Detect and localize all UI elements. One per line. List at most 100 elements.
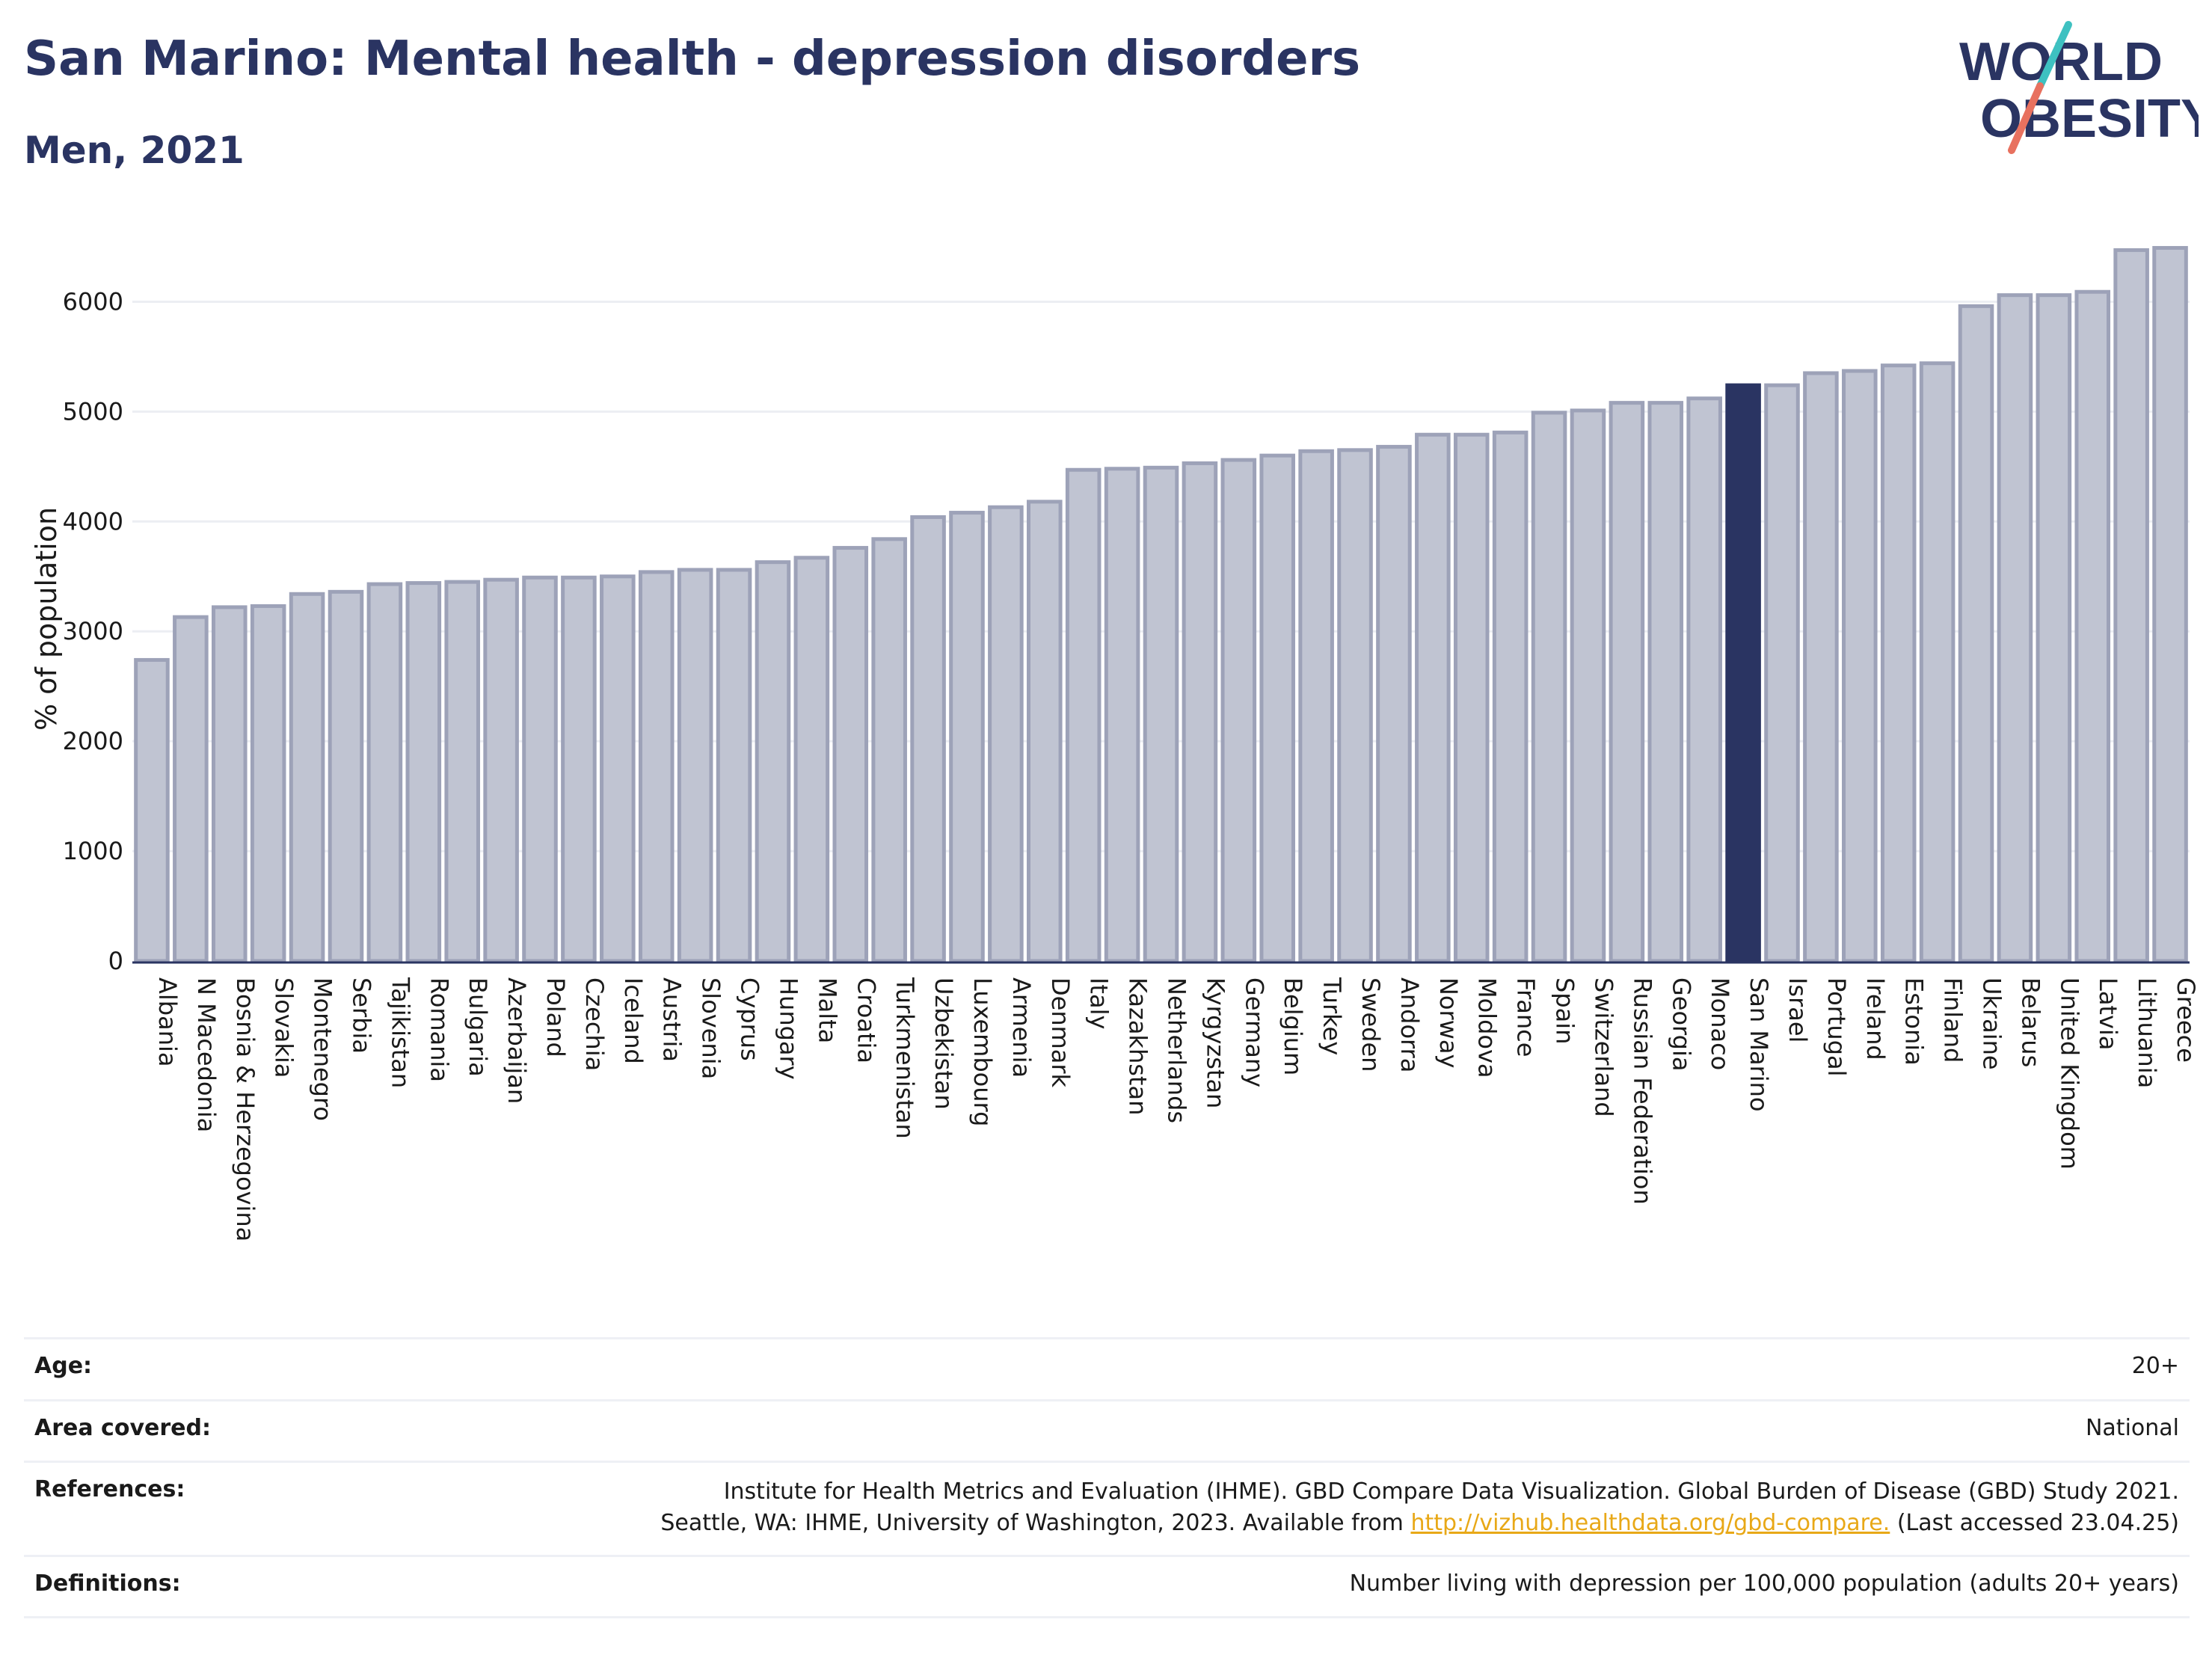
bar	[211, 605, 248, 963]
bar	[2113, 248, 2149, 963]
x-tick-label: Tajikistan	[386, 977, 414, 1088]
bar	[250, 604, 286, 963]
references-line2: Seattle, WA: IHME, University of Washing…	[660, 1508, 2179, 1539]
x-tick-label: France	[1512, 977, 1540, 1057]
chart-title: San Marino: Mental health - depression d…	[24, 31, 1361, 87]
x-tick-label: Czechia	[580, 977, 609, 1071]
bar	[793, 556, 830, 963]
x-tick-label: Andorra	[1395, 977, 1424, 1072]
info-row-definitions: Definitions: Number living with depressi…	[24, 1557, 2190, 1618]
bar	[561, 575, 597, 963]
age-value: 20+	[2131, 1353, 2179, 1379]
x-tick-label: Denmark	[1046, 977, 1075, 1088]
bar	[638, 570, 675, 963]
bar	[2152, 245, 2188, 963]
x-tick-label: Kyrgyzstan	[1201, 977, 1229, 1108]
age-label: Age:	[34, 1353, 93, 1379]
x-tick-label: Russian Federation	[1628, 977, 1656, 1205]
x-tick-label: Israel	[1784, 977, 1812, 1043]
references-line2-suffix: (Last accessed 23.04.25)	[1890, 1510, 2179, 1536]
bar	[366, 582, 403, 963]
x-tick-label: Moldova	[1473, 977, 1502, 1078]
x-tick-label: Portugal	[1822, 977, 1851, 1077]
bar	[1880, 363, 1917, 963]
x-tick-label: Italy	[1085, 977, 1113, 1029]
x-tick-label: Switzerland	[1589, 977, 1617, 1117]
references-line1: Institute for Health Metrics and Evaluat…	[723, 1479, 2179, 1505]
bar	[1065, 467, 1102, 963]
x-tick-label: N Macedonia	[192, 977, 221, 1132]
bar	[1958, 304, 1994, 963]
x-tick-label: Azerbaijan	[503, 977, 531, 1104]
x-tick-label: Poland	[541, 977, 570, 1057]
bar	[1104, 467, 1140, 963]
bar	[522, 575, 558, 963]
chart-subtitle: Men, 2021	[24, 129, 245, 172]
x-tick-label: Montenegro	[309, 977, 337, 1121]
bar	[1686, 396, 1722, 963]
x-tick-label: Luxembourg	[968, 977, 997, 1126]
bar	[1298, 449, 1334, 963]
info-table: Age: 20+ Area covered: National Referenc…	[24, 1337, 2190, 1618]
x-tick-label: San Marino	[1745, 977, 1773, 1112]
y-tick-label: 3000	[63, 617, 123, 645]
references-label: References:	[34, 1476, 185, 1502]
definitions-value: Number living with depression per 100,00…	[1349, 1570, 2179, 1597]
y-axis-label: % of population	[30, 507, 63, 731]
bar	[444, 580, 480, 963]
x-tick-label: Netherlands	[1163, 977, 1191, 1123]
x-tick-label: Germany	[1240, 977, 1268, 1087]
bar	[1492, 430, 1529, 963]
bar	[289, 592, 325, 963]
bars	[134, 245, 2188, 963]
bar	[1337, 448, 1373, 963]
bar	[405, 581, 442, 963]
bar	[1259, 453, 1295, 963]
bar	[1376, 444, 1412, 963]
definitions-label: Definitions:	[34, 1570, 181, 1597]
y-tick-label: 5000	[63, 397, 123, 426]
bar	[1143, 465, 1179, 963]
y-tick-labels: 0 1000 2000 3000 4000 5000 6000	[63, 287, 123, 975]
x-tick-label: United Kingdom	[2055, 977, 2083, 1170]
x-tick-label: Bosnia & Herzegovina	[231, 977, 259, 1241]
bar	[677, 568, 713, 963]
x-tick-label: Cyprus	[736, 977, 764, 1061]
y-tick-label: 1000	[63, 837, 123, 865]
x-tick-label: Sweden	[1357, 977, 1385, 1072]
x-tick-label: Ireland	[1861, 977, 1890, 1060]
y-tick-label: 6000	[63, 287, 123, 316]
x-tick-label: Armenia	[1007, 977, 1036, 1078]
bar	[716, 568, 752, 963]
area-value: National	[2085, 1415, 2179, 1441]
references-link[interactable]: http://vizhub.healthdata.org/gbd-compare…	[1410, 1510, 1890, 1536]
references-line2-prefix: Seattle, WA: IHME, University of Washing…	[660, 1510, 1411, 1536]
bar	[328, 589, 364, 963]
logo-slash-coral	[2008, 82, 2044, 154]
bar	[2074, 289, 2111, 963]
bar	[1647, 401, 1684, 963]
bar	[134, 657, 170, 963]
bar	[949, 511, 985, 963]
x-tick-label: Turkey	[1318, 977, 1346, 1055]
x-tick-label: Malta	[813, 977, 841, 1043]
bar	[1531, 411, 1567, 963]
bar	[1764, 383, 1800, 963]
x-tick-label: Latvia	[2094, 977, 2122, 1050]
bar	[988, 505, 1024, 963]
bar-highlight	[1725, 383, 1761, 963]
info-row-area: Area covered: National	[24, 1401, 2190, 1463]
x-tick-label: Spain	[1551, 977, 1579, 1044]
y-tick-label: 0	[108, 947, 123, 975]
bar	[1609, 401, 1645, 963]
y-tick-label: 2000	[63, 727, 123, 755]
bar-chart: 0 1000 2000 3000 4000 5000 6000 Albania N Maced…	[30, 245, 2200, 1241]
bar	[2036, 293, 2072, 963]
x-tick-label: Monaco	[1706, 977, 1734, 1070]
bar	[1027, 500, 1063, 963]
bar	[1220, 458, 1257, 963]
bar	[871, 537, 907, 963]
x-tick-label: Uzbekistan	[930, 977, 958, 1110]
bar	[910, 515, 946, 963]
x-tick-label: Serbia	[347, 977, 375, 1054]
